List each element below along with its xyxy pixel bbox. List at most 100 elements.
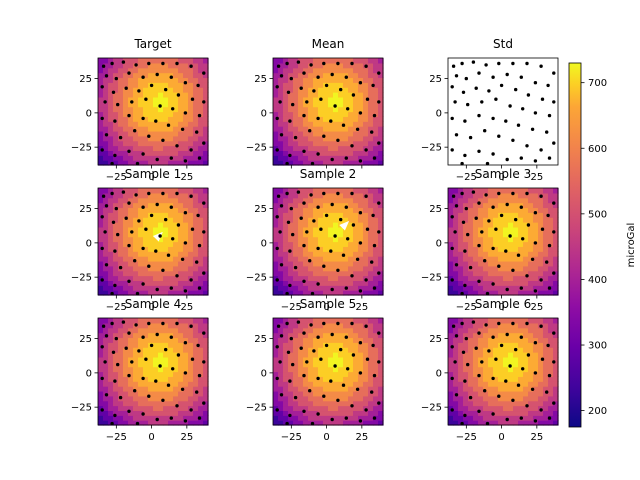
contour-cell xyxy=(543,356,549,363)
station-point xyxy=(505,202,509,207)
contour-cell xyxy=(358,72,364,79)
contour-cell xyxy=(528,322,534,329)
contour-cell xyxy=(363,332,369,339)
contour-cell xyxy=(463,236,469,243)
contour-cell xyxy=(343,318,349,324)
contour-cell xyxy=(533,212,539,218)
contour-cell xyxy=(118,207,124,213)
contour-cell xyxy=(323,140,329,147)
contour-cell xyxy=(378,82,384,88)
contour-cell xyxy=(173,145,179,152)
contour-cell xyxy=(378,251,384,257)
station-point xyxy=(309,323,313,327)
station-point xyxy=(286,350,291,354)
contour-cell xyxy=(203,62,209,69)
contour-cell xyxy=(123,342,129,348)
contour-cell xyxy=(278,285,284,291)
contour-cell xyxy=(303,290,309,296)
contour-cell xyxy=(378,106,384,113)
contour-cell xyxy=(533,327,539,334)
contour-cell xyxy=(103,87,109,93)
contour-cell xyxy=(193,222,199,228)
contour-cell xyxy=(143,62,149,69)
station-point xyxy=(135,291,140,296)
contour-cell xyxy=(128,197,134,204)
contour-cell xyxy=(358,251,364,257)
contour-cell xyxy=(328,366,334,373)
station-point xyxy=(322,394,326,398)
station-point xyxy=(166,123,171,127)
contour-cell xyxy=(523,395,529,402)
contour-cell xyxy=(148,145,154,152)
station-point xyxy=(285,321,289,326)
contour-cell xyxy=(318,72,324,79)
contour-cell xyxy=(288,381,294,387)
contour-cell xyxy=(318,410,324,416)
contour-cell xyxy=(318,116,324,122)
station-point xyxy=(293,135,298,140)
contour-cell xyxy=(293,67,299,74)
contour-cell xyxy=(323,231,329,238)
contour-cell xyxy=(153,121,159,127)
contour-cell xyxy=(528,251,534,257)
station-point xyxy=(183,241,188,245)
contour-cell xyxy=(303,285,309,291)
contour-cell xyxy=(163,366,169,373)
contour-cell xyxy=(358,126,364,132)
station-point xyxy=(111,350,116,354)
contour-cell xyxy=(518,256,524,262)
contour-cell xyxy=(298,82,304,88)
contour-cell xyxy=(198,381,204,387)
contour-cell xyxy=(288,111,294,117)
contour-cell xyxy=(358,217,364,223)
contour-cell xyxy=(193,347,199,353)
contour-cell xyxy=(203,366,209,373)
contour-cell xyxy=(133,270,139,277)
contour-cell xyxy=(508,332,514,339)
contour-cell xyxy=(163,150,169,156)
contour-cell xyxy=(193,62,199,69)
contour-cell xyxy=(158,352,164,358)
contour-cell xyxy=(473,270,479,277)
contour-cell xyxy=(273,265,279,272)
contour-cell xyxy=(548,366,554,373)
contour-cell xyxy=(323,361,329,368)
contour-cell xyxy=(538,207,544,213)
contour-cell xyxy=(323,400,329,407)
contour-cell xyxy=(333,236,339,243)
contour-cell xyxy=(333,327,339,334)
contour-cell xyxy=(448,361,454,368)
contour-cell xyxy=(318,58,324,64)
contour-cell xyxy=(528,256,534,262)
contour-cell xyxy=(313,270,319,277)
contour-cell xyxy=(528,361,534,368)
contour-cell xyxy=(548,222,554,228)
station-point xyxy=(480,100,484,104)
contour-cell xyxy=(98,395,104,402)
contour-cell xyxy=(133,332,139,339)
contour-cell xyxy=(318,381,324,387)
contour-cell xyxy=(133,420,139,426)
contour-cell xyxy=(343,347,349,353)
contour-cell xyxy=(323,337,329,343)
contour-cell xyxy=(348,58,354,64)
station-point xyxy=(121,190,126,194)
contour-cell xyxy=(448,197,454,204)
contour-cell xyxy=(333,82,339,88)
contour-cell xyxy=(488,400,494,407)
contour-cell xyxy=(113,130,119,137)
station-point xyxy=(511,61,515,66)
station-point xyxy=(521,107,525,111)
contour-cell xyxy=(148,260,154,267)
station-point xyxy=(144,97,148,101)
contour-cell xyxy=(273,101,279,108)
contour-cell xyxy=(118,275,124,282)
contour-cell xyxy=(293,212,299,218)
contour-cell xyxy=(548,342,554,348)
contour-cell xyxy=(358,58,364,64)
contour-cell xyxy=(168,265,174,272)
contour-cell xyxy=(533,332,539,339)
contour-cell xyxy=(553,337,559,343)
contour-cell xyxy=(373,116,379,122)
contour-cell xyxy=(528,415,534,421)
